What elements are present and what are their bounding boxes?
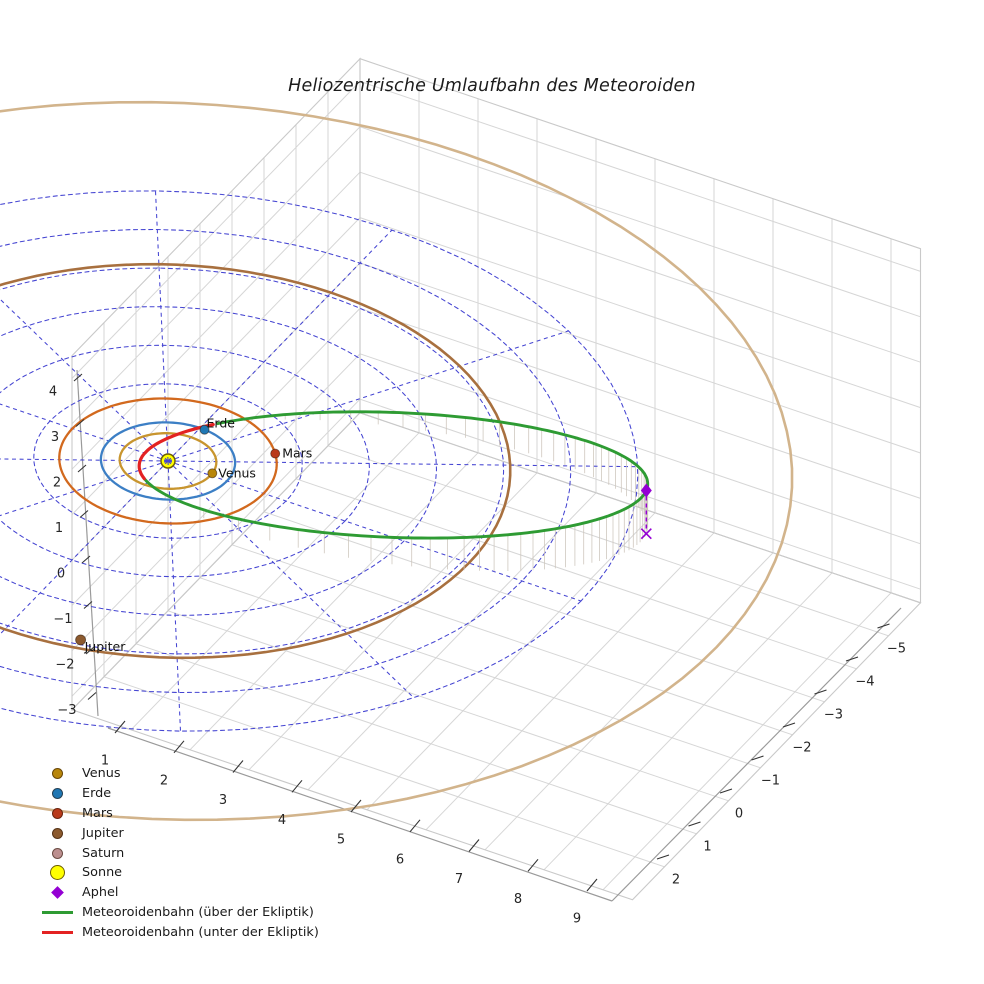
z-tick-4: 4 xyxy=(49,385,57,400)
y-tick--5: −5 xyxy=(887,642,906,657)
legend-label: Jupiter xyxy=(82,825,124,841)
legend-marker xyxy=(38,865,76,881)
dot-icon xyxy=(51,847,63,859)
legend-item-meteoroidenbahn-unter-der-ek: Meteoroidenbahn (unter der Ekliptik) xyxy=(38,922,319,942)
legend-marker xyxy=(38,807,76,819)
pane-grids xyxy=(70,57,922,901)
y-tick--3: −3 xyxy=(824,708,843,723)
x-tick-1: 1 xyxy=(101,754,109,769)
z-tick--3: −3 xyxy=(57,703,76,718)
axis-edges xyxy=(76,369,902,902)
z-tick--2: −2 xyxy=(55,658,74,673)
planet-dot-erde xyxy=(199,424,210,435)
orbit-saturn xyxy=(0,100,794,822)
legend-item-mars: Mars xyxy=(38,804,319,824)
planet-label-mars: Mars xyxy=(282,446,312,461)
legend-label: Meteoroidenbahn (unter der Ekliptik) xyxy=(82,924,319,940)
legend-marker xyxy=(38,847,76,859)
x-tick-2: 2 xyxy=(160,773,168,788)
line-icon xyxy=(41,911,73,914)
legend-label: Meteoroidenbahn (über der Ekliptik) xyxy=(82,904,314,920)
legend-label: Erde xyxy=(82,786,112,802)
planet-dot-mars xyxy=(270,448,281,459)
z-tick-0: 0 xyxy=(57,567,65,582)
orbit-erde xyxy=(99,421,237,501)
legend-marker xyxy=(38,788,76,800)
orbit-jupiter xyxy=(0,262,512,660)
legend-item-jupiter: Jupiter xyxy=(38,823,319,843)
aphel-diamond xyxy=(640,483,652,498)
legend-label: Aphel xyxy=(82,885,119,901)
x-tick-4: 4 xyxy=(278,813,286,828)
axis-ticks: 1 2 3 4 5 6 7 8 9 −5 −4 −3 −2 −1 0 1 2 4 3 2 1 0 −1 −2 −3 xyxy=(49,373,906,927)
y-tick--1: −1 xyxy=(761,774,780,789)
aphel-marker xyxy=(640,483,652,540)
y-tick-0: 0 xyxy=(735,807,743,822)
line-icon xyxy=(41,930,73,934)
legend-marker xyxy=(38,827,76,839)
z-tick-1: 1 xyxy=(55,521,63,536)
y-tick--4: −4 xyxy=(855,675,874,690)
x-tick-3: 3 xyxy=(219,793,227,808)
meteoroid-path-above xyxy=(143,410,650,540)
chart-title: Heliozentrische Umlaufbahn des Meteoroid… xyxy=(288,76,696,96)
legend-item-meteoroidenbahn-über-der-ekl: Meteoroidenbahn (über der Ekliptik) xyxy=(38,903,319,923)
dot-icon xyxy=(51,788,63,800)
legend: Venus Erde Mars Jupiter Saturn Sonne Aphel Mete… xyxy=(38,764,319,942)
planet-label-erde: Erde xyxy=(207,416,236,431)
meteoroid-stems xyxy=(164,411,649,572)
legend-label: Mars xyxy=(82,805,113,821)
legend-label: Venus xyxy=(82,766,121,782)
legend-label: Sonne xyxy=(82,865,123,881)
dot-icon xyxy=(51,768,63,780)
legend-item-saturn: Saturn xyxy=(38,843,319,863)
z-tick--1: −1 xyxy=(53,612,72,627)
planet-markers: Venus Erde Mars Jupiter xyxy=(75,416,312,654)
y-tick-1: 1 xyxy=(703,840,711,855)
planet-dot-jupiter xyxy=(75,634,87,646)
orbit-mars xyxy=(58,397,278,525)
legend-marker xyxy=(38,930,76,934)
circle-lg-icon xyxy=(49,865,65,881)
meteoroid-orbit xyxy=(137,410,650,540)
z-tick-3: 3 xyxy=(51,430,59,445)
y-tick-2: 2 xyxy=(672,873,680,888)
planet-orbits xyxy=(0,100,794,822)
legend-label: Saturn xyxy=(82,845,125,861)
planet-label-venus: Venus xyxy=(218,465,256,480)
planet-dot-venus xyxy=(207,468,218,479)
x-tick-8: 8 xyxy=(514,892,522,907)
planet-label-jupiter: Jupiter xyxy=(84,639,127,654)
z-tick-2: 2 xyxy=(53,476,61,491)
x-tick-7: 7 xyxy=(455,872,463,887)
x-tick-6: 6 xyxy=(396,852,404,867)
y-tick--2: −2 xyxy=(792,741,811,756)
legend-item-venus: Venus xyxy=(38,764,319,784)
x-tick-9: 9 xyxy=(573,912,581,927)
meteoroid-path-below xyxy=(137,422,215,481)
legend-marker xyxy=(38,911,76,914)
legend-item-aphel: Aphel xyxy=(38,883,319,903)
legend-item-erde: Erde xyxy=(38,784,319,804)
x-tick-5: 5 xyxy=(337,833,345,848)
dot-icon xyxy=(51,807,63,819)
dot-icon xyxy=(51,827,63,839)
diamond-icon xyxy=(50,886,64,900)
orbit-venus xyxy=(118,432,218,490)
legend-marker xyxy=(38,886,76,900)
legend-item-sonne: Sonne xyxy=(38,863,319,883)
legend-marker xyxy=(38,768,76,780)
